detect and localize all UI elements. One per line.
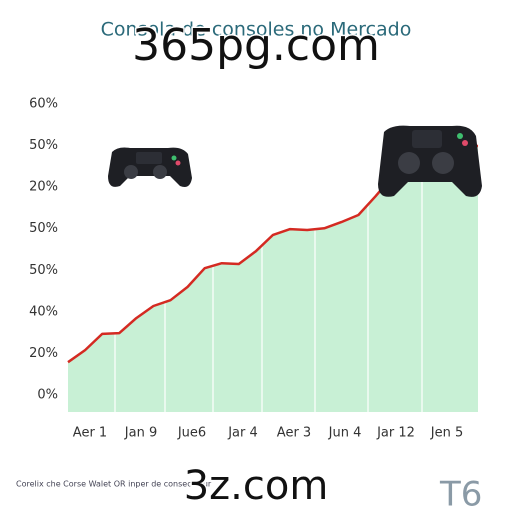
button [462, 140, 468, 146]
y-tick-label: 0% [37, 388, 58, 403]
watermark: 365pg.com [132, 20, 380, 71]
stick [124, 165, 138, 179]
plot: 0% 20% 40% 50% 50% 20% 50% 60% Aer 1 Jan 9 Jue6 Jar… [29, 97, 479, 441]
x-tick-label: Jen 5 [430, 426, 463, 441]
x-tick-label: Aer 1 [73, 426, 107, 441]
y-tick-label: 50% [29, 138, 58, 153]
stick [398, 152, 420, 174]
area [68, 145, 478, 412]
y-tick-label: 50% [29, 263, 58, 278]
title: Consola de consoles no Mercado [101, 19, 412, 41]
x-tick-label: Jar 12 [376, 426, 415, 441]
button [457, 133, 463, 139]
x-tick-label: Jun 4 [328, 426, 362, 441]
stick [432, 152, 454, 174]
controllers [108, 125, 482, 197]
x-tick-label: Jar 4 [227, 426, 258, 441]
y-tick-label: 20% [29, 180, 58, 195]
controller-small [108, 147, 192, 187]
y-tick-label: 40% [29, 304, 58, 319]
x-tick-label: Jan 9 [124, 426, 157, 441]
controller-body [378, 125, 482, 197]
button [171, 155, 177, 161]
y-tick-label: 20% [29, 346, 58, 361]
touchpad [136, 152, 162, 164]
x-tick-label: Aer 3 [277, 426, 311, 441]
footer-text: Corelix che Corse Walet OR inper de cons… [16, 480, 212, 489]
y-tick-label: 60% [29, 97, 58, 112]
x-tick-label: Jue6 [177, 426, 206, 441]
button [175, 160, 181, 166]
controller-body [108, 147, 192, 187]
touchpad [412, 130, 442, 148]
controller-large [378, 125, 482, 197]
y-tick-label: 50% [29, 221, 58, 236]
corner-text: T6 [439, 475, 482, 512]
stick [153, 165, 167, 179]
watermark: 3z.com [184, 463, 329, 509]
